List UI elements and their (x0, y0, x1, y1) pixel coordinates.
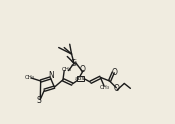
Text: CH₃: CH₃ (24, 75, 34, 80)
Text: CH₃: CH₃ (62, 67, 72, 72)
Text: S: S (36, 96, 41, 105)
Text: O: O (114, 84, 120, 93)
Text: abs: abs (75, 76, 85, 81)
Text: N: N (48, 71, 54, 80)
Text: O: O (112, 68, 118, 77)
Text: CH₃: CH₃ (100, 85, 110, 90)
FancyBboxPatch shape (77, 76, 84, 81)
Text: Si: Si (71, 59, 78, 68)
Text: O: O (80, 65, 86, 74)
